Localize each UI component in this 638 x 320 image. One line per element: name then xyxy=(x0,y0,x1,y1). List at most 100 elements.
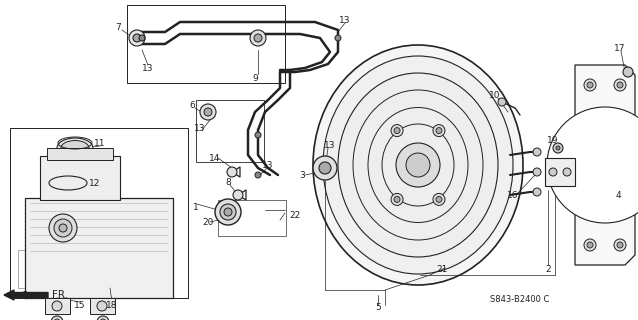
Circle shape xyxy=(319,162,331,174)
Ellipse shape xyxy=(61,140,89,156)
Text: 13: 13 xyxy=(194,124,205,132)
Circle shape xyxy=(549,168,557,176)
FancyArrow shape xyxy=(4,290,48,300)
Text: 14: 14 xyxy=(209,154,221,163)
Circle shape xyxy=(391,124,403,137)
Bar xyxy=(25,198,173,298)
Circle shape xyxy=(139,35,145,41)
Circle shape xyxy=(584,239,596,251)
Bar xyxy=(45,298,70,314)
Text: 3: 3 xyxy=(299,171,305,180)
Text: 5: 5 xyxy=(375,303,381,313)
Text: 2: 2 xyxy=(545,266,551,275)
Text: 18: 18 xyxy=(107,300,118,309)
Text: 11: 11 xyxy=(94,139,106,148)
Circle shape xyxy=(587,82,593,88)
Circle shape xyxy=(396,143,440,187)
Bar xyxy=(47,148,113,160)
Bar xyxy=(218,200,286,236)
Ellipse shape xyxy=(59,224,67,232)
Circle shape xyxy=(406,153,430,177)
Circle shape xyxy=(97,301,107,311)
Circle shape xyxy=(563,168,571,176)
Bar xyxy=(18,250,160,288)
Circle shape xyxy=(498,98,506,106)
Ellipse shape xyxy=(323,56,513,274)
Circle shape xyxy=(97,316,109,320)
Circle shape xyxy=(394,128,400,133)
Ellipse shape xyxy=(313,45,523,285)
Text: 6: 6 xyxy=(189,100,195,109)
Ellipse shape xyxy=(220,204,236,220)
Circle shape xyxy=(54,319,60,320)
Circle shape xyxy=(436,196,442,203)
Circle shape xyxy=(335,35,341,41)
Bar xyxy=(40,156,120,200)
Circle shape xyxy=(394,196,400,203)
Circle shape xyxy=(313,156,337,180)
Circle shape xyxy=(553,143,563,153)
Text: 4: 4 xyxy=(615,190,621,199)
Circle shape xyxy=(436,128,442,133)
Text: 1: 1 xyxy=(193,203,199,212)
Circle shape xyxy=(227,167,237,177)
Ellipse shape xyxy=(54,219,72,237)
Bar xyxy=(545,158,575,186)
Text: 12: 12 xyxy=(89,179,101,188)
Circle shape xyxy=(255,172,261,178)
Text: 22: 22 xyxy=(290,211,300,220)
Text: 19: 19 xyxy=(547,135,559,145)
Circle shape xyxy=(614,79,626,91)
Text: 10: 10 xyxy=(489,91,501,100)
Ellipse shape xyxy=(215,199,241,225)
Circle shape xyxy=(254,34,262,42)
Circle shape xyxy=(433,193,445,205)
Text: 13: 13 xyxy=(339,15,351,25)
Circle shape xyxy=(204,108,212,116)
Circle shape xyxy=(52,301,62,311)
Text: 8: 8 xyxy=(225,178,231,187)
Circle shape xyxy=(255,132,261,138)
Ellipse shape xyxy=(338,73,498,257)
Text: 16: 16 xyxy=(507,190,519,199)
Bar xyxy=(10,128,188,298)
Circle shape xyxy=(617,82,623,88)
Circle shape xyxy=(233,190,243,200)
Circle shape xyxy=(133,34,141,42)
Circle shape xyxy=(623,67,633,77)
Ellipse shape xyxy=(57,138,93,158)
Text: 9: 9 xyxy=(252,74,258,83)
Bar xyxy=(196,100,264,162)
Circle shape xyxy=(584,79,596,91)
Text: 15: 15 xyxy=(74,300,85,309)
Polygon shape xyxy=(575,65,635,265)
Text: FR.: FR. xyxy=(52,290,68,300)
Text: 17: 17 xyxy=(614,44,626,52)
Circle shape xyxy=(533,148,541,156)
Circle shape xyxy=(129,30,145,46)
Circle shape xyxy=(100,319,106,320)
Text: 13: 13 xyxy=(142,63,154,73)
Circle shape xyxy=(250,30,266,46)
Circle shape xyxy=(617,242,623,248)
Text: 21: 21 xyxy=(436,266,448,275)
Ellipse shape xyxy=(49,214,77,242)
Text: 13: 13 xyxy=(324,140,336,149)
Ellipse shape xyxy=(224,208,232,216)
Circle shape xyxy=(614,239,626,251)
Text: 13: 13 xyxy=(262,161,274,170)
Circle shape xyxy=(587,242,593,248)
Text: S843-B2400 C: S843-B2400 C xyxy=(490,295,549,305)
Circle shape xyxy=(433,124,445,137)
Circle shape xyxy=(533,168,541,176)
Circle shape xyxy=(391,193,403,205)
Text: 7: 7 xyxy=(115,22,121,31)
Circle shape xyxy=(556,146,560,150)
Circle shape xyxy=(51,316,63,320)
Text: 20: 20 xyxy=(202,218,214,227)
Bar xyxy=(127,5,285,83)
Bar xyxy=(90,298,115,314)
Circle shape xyxy=(200,104,216,120)
Circle shape xyxy=(533,188,541,196)
Circle shape xyxy=(547,107,638,223)
